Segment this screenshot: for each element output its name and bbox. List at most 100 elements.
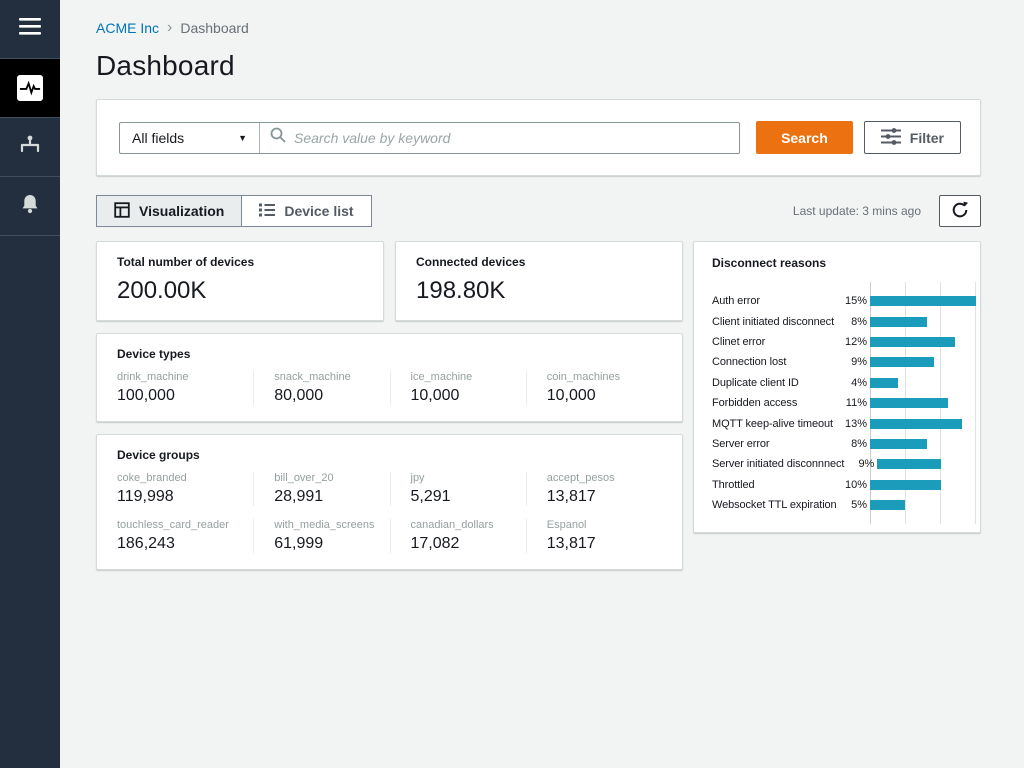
chart-row: Clinet error 12% <box>707 332 976 352</box>
kv-cell: accept_pesos 13,817 <box>525 472 662 506</box>
kv-value: 5,291 <box>410 488 451 505</box>
chart-value-label: 15% <box>844 295 867 308</box>
kv-value: 119,998 <box>117 488 174 505</box>
sidebar-menu-button[interactable] <box>0 0 60 59</box>
chart-row: Client initiated disconnect 8% <box>707 311 976 331</box>
connected-devices-card: Connected devices 198.80K <box>395 241 683 321</box>
dashboard-left-column: Total number of devices 200.00K Connecte… <box>96 241 683 570</box>
view-toolbar: Visualization Device list Last update: 3… <box>96 195 981 227</box>
device-types-card: Device types drink_machine 100,000 snack… <box>96 333 683 422</box>
chart-value-label: 12% <box>844 335 867 348</box>
chart-value-label: 4% <box>851 376 867 389</box>
sidebar-item-hierarchy[interactable] <box>0 118 60 177</box>
bar <box>870 357 934 368</box>
kv-label: snack_machine <box>274 371 351 383</box>
refresh-icon <box>951 201 969 222</box>
refresh-button[interactable] <box>939 195 981 227</box>
bar-track <box>877 459 983 470</box>
breadcrumb: ACME Inc › Dashboard <box>96 19 981 37</box>
filter-button[interactable]: Filter <box>863 121 961 154</box>
main-content: ACME Inc › Dashboard Dashboard All field… <box>60 0 1024 768</box>
bar <box>870 336 955 347</box>
device-types-grid: drink_machine 100,000 snack_machine 80,0… <box>117 371 662 405</box>
tab-visualization[interactable]: Visualization <box>96 195 243 227</box>
bar <box>870 418 962 429</box>
visualization-icon <box>114 201 130 221</box>
bell-icon <box>20 193 40 220</box>
bar-track <box>870 336 976 347</box>
sitemap-icon <box>18 135 42 160</box>
breadcrumb-root-link[interactable]: ACME Inc <box>96 20 160 36</box>
bar <box>870 316 927 327</box>
kv-cell: touchless_card_reader 186,243 <box>117 519 253 553</box>
pulse-icon <box>17 75 43 101</box>
bar-track <box>870 398 976 409</box>
chart-row: Throttled 10% <box>707 475 976 495</box>
search-control: All fields ▼ <box>119 121 741 154</box>
kv-label: Espanol <box>546 519 587 531</box>
bar-track <box>870 418 976 429</box>
kv-label: with_media_screens <box>274 519 375 531</box>
chart-row: MQTT keep-alive timeout 13% <box>707 413 976 433</box>
search-input[interactable] <box>294 129 730 146</box>
kv-cell: drink_machine 100,000 <box>117 371 253 405</box>
sidebar-item-monitor[interactable] <box>0 59 60 118</box>
tab-visualization-label: Visualization <box>139 203 225 219</box>
kv-value: 28,991 <box>274 488 324 505</box>
chart-row: Websocket TTL expiration 5% <box>707 495 976 515</box>
kv-value: 100,000 <box>117 387 175 404</box>
dashboard-grid: Total number of devices 200.00K Connecte… <box>96 241 981 570</box>
tab-device-list-label: Device list <box>284 203 354 219</box>
bar <box>877 459 941 470</box>
disconnect-reasons-card: Disconnect reasons Auth error 15% Client… <box>693 241 981 534</box>
filter-button-label: Filter <box>909 129 944 146</box>
bar <box>870 438 927 449</box>
search-button[interactable]: Search <box>756 121 853 154</box>
kv-cell: jpy 5,291 <box>389 472 526 506</box>
chart-value-label: 10% <box>844 478 867 491</box>
chart-row: Forbidden access 11% <box>707 393 976 413</box>
sidebar-spacer <box>0 236 60 768</box>
chart-category-label: Server initiated disconnnect <box>712 458 845 471</box>
disconnect-reasons-chart: Auth error 15% Client initiated disconne… <box>707 282 976 525</box>
device-groups-card: Device groups coke_branded 119,998 bill_… <box>96 434 683 570</box>
sidebar <box>0 0 60 768</box>
kv-value: 186,243 <box>117 535 175 552</box>
chart-value-label: 9% <box>858 458 875 471</box>
filter-sliders-icon <box>880 127 901 148</box>
kv-value: 80,000 <box>274 387 324 404</box>
kv-cell: coin_machines 10,000 <box>525 371 662 405</box>
chart-category-label: Websocket TTL expiration <box>712 499 837 512</box>
chart-category-label: MQTT keep-alive timeout <box>712 417 833 430</box>
kv-cell: with_media_screens 61,999 <box>253 519 389 553</box>
chart-row: Server error 8% <box>707 434 976 454</box>
card-title: Device types <box>117 347 191 361</box>
breadcrumb-separator-icon: › <box>167 19 173 36</box>
device-groups-grid: coke_branded 119,998 bill_over_20 28,991… <box>117 472 662 553</box>
chart-value-label: 8% <box>851 315 867 328</box>
field-scope-dropdown[interactable]: All fields ▼ <box>120 122 260 153</box>
chart-category-label: Clinet error <box>712 335 766 348</box>
kv-label: bill_over_20 <box>274 472 334 484</box>
sidebar-item-alarms[interactable] <box>0 177 60 236</box>
bar <box>870 398 948 409</box>
bar <box>870 479 941 490</box>
tab-device-list[interactable]: Device list <box>241 195 372 227</box>
chart-category-label: Auth error <box>712 295 760 308</box>
chart-category-label: Client initiated disconnect <box>712 315 835 328</box>
chart-value-label: 13% <box>844 417 867 430</box>
kv-label: coin_machines <box>546 371 621 383</box>
kv-label: jpy <box>410 472 425 484</box>
kv-cell: canadian_dollars 17,082 <box>389 519 526 553</box>
hamburger-icon <box>19 18 41 40</box>
bar-track <box>870 357 976 368</box>
kv-cell: coke_branded 119,998 <box>117 472 253 506</box>
bar-track <box>870 438 976 449</box>
kv-cell: Espanol 13,817 <box>525 519 662 553</box>
kv-cell: snack_machine 80,000 <box>253 371 389 405</box>
summary-row: Total number of devices 200.00K Connecte… <box>96 241 683 321</box>
chart-value-label: 5% <box>851 499 867 512</box>
kv-value: 61,999 <box>274 535 324 552</box>
chart-category-label: Throttled <box>712 478 755 491</box>
kv-label: ice_machine <box>410 371 473 383</box>
